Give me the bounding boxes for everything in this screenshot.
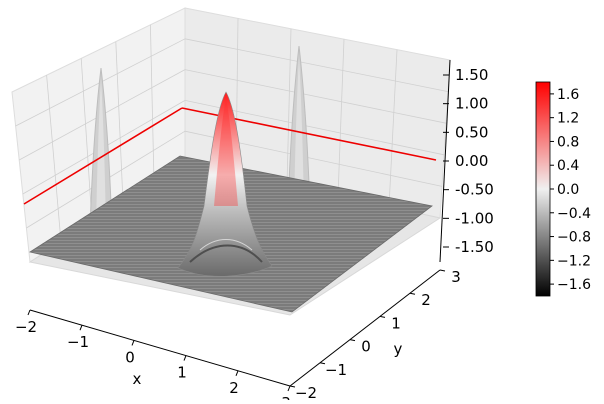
z-tick-label: 1.50 xyxy=(455,66,488,84)
y-tick-label: −2 xyxy=(295,384,317,400)
x-tick-mark xyxy=(27,309,31,316)
x-axis-label: x xyxy=(133,370,142,388)
colorbar-tick-label: 1.6 xyxy=(557,87,579,103)
z-tick-label: -1.50 xyxy=(455,238,494,256)
colorbar-tick-label: 1.2 xyxy=(557,111,579,127)
z-tick-label: 1.00 xyxy=(455,95,488,113)
grid-line xyxy=(388,49,398,207)
x-tick-mark xyxy=(183,355,187,361)
colorbar-tick-label: −1.2 xyxy=(557,253,591,269)
y-tick-label: 2 xyxy=(421,291,431,309)
grid-line xyxy=(286,28,292,185)
colorbar-tick-label: 0.8 xyxy=(557,134,579,150)
y-tick-label: 1 xyxy=(391,314,401,332)
y-tick-mark xyxy=(319,362,326,365)
x-tick-mark xyxy=(79,325,83,331)
x-axis-line xyxy=(29,309,291,387)
grid-line xyxy=(184,38,449,92)
y-tick-mark xyxy=(379,315,386,318)
colorbar-tick-label: 0.0 xyxy=(557,182,579,198)
grid-line xyxy=(150,24,155,183)
x-tick-label: −1 xyxy=(67,333,89,351)
colorbar xyxy=(535,81,551,297)
x-tick-label: −2 xyxy=(15,318,37,336)
y-tick-mark xyxy=(439,269,446,272)
y-axis-line xyxy=(289,269,441,387)
x-tick-labels: −2 −1 0 1 2 3 xyxy=(15,309,291,404)
grid-line xyxy=(115,41,124,203)
y-axis-label: y xyxy=(394,340,403,358)
y-tick-label: 0 xyxy=(361,338,371,356)
y-tick-label: −1 xyxy=(325,361,347,379)
grid-line xyxy=(184,69,447,124)
z-tick-label: -1.00 xyxy=(455,209,494,227)
x-tick-label: 1 xyxy=(177,364,187,382)
y-tick-mark xyxy=(349,339,356,342)
grid-line xyxy=(46,75,62,243)
colorbar-tick-label: −0.8 xyxy=(557,230,591,246)
colorbar-tick-label: −1.6 xyxy=(557,277,591,293)
x-tick-mark xyxy=(235,370,239,376)
x-tick-mark xyxy=(131,340,135,346)
x-tick-label: 3 xyxy=(281,394,291,400)
z-tick-label: -0.50 xyxy=(455,181,494,199)
z-tick-label: 0.50 xyxy=(455,123,488,141)
colorbar-tick-label: 0.4 xyxy=(557,158,579,174)
y-tick-mark xyxy=(289,385,296,388)
z-tick-label: 0.00 xyxy=(455,152,488,170)
x-tick-label: 0 xyxy=(125,348,135,366)
x-wall-projection xyxy=(23,67,183,231)
z-tick-labels: 1.50 1.00 0.50 0.00 -0.50 -1.00 -1.50 xyxy=(443,66,494,256)
x-tick-label: 2 xyxy=(229,379,239,397)
y-tick-labels: −2 −1 0 1 2 3 xyxy=(289,268,461,402)
x-wall-red-line xyxy=(23,107,183,205)
y-tick-mark xyxy=(409,292,416,295)
x-tick-mark xyxy=(287,385,291,392)
surface-peak xyxy=(177,91,273,277)
colorbar-tick-label: −0.4 xyxy=(557,206,591,222)
grid-line xyxy=(337,39,345,196)
colorbar-tick-labels: 1.6 1.2 0.8 0.4 0.0 −0.4 −0.8 −1.2 −1.6 xyxy=(550,87,591,293)
grid-line xyxy=(80,58,93,223)
y-tick-label: 3 xyxy=(451,268,461,286)
